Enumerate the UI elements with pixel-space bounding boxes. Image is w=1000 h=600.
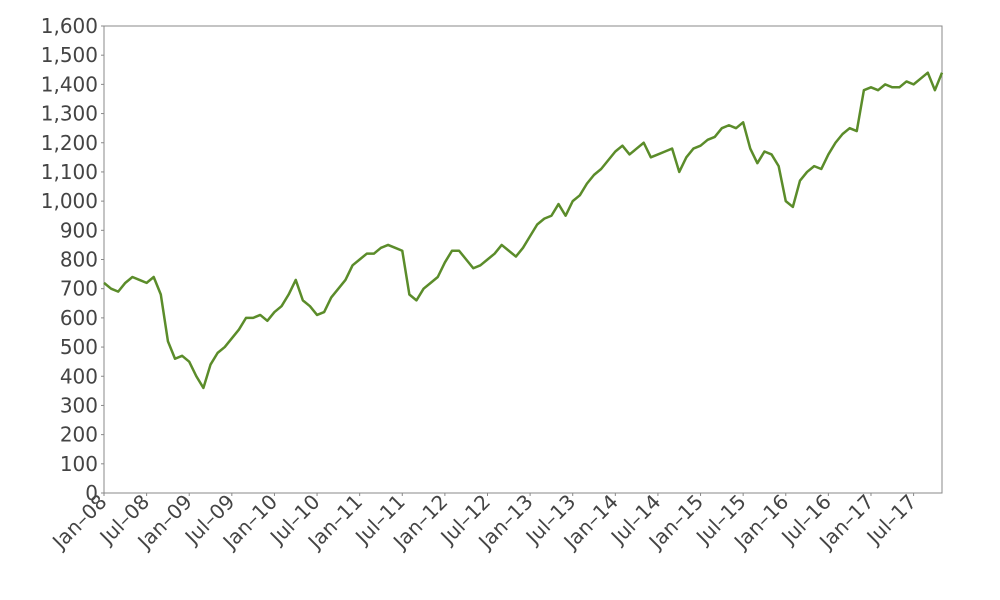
data-line [103,71,944,390]
y-tick-label: 600 [60,306,98,330]
y-tick-label: 1,500 [41,43,98,67]
y-tick-label: 900 [60,218,98,242]
y-tick-label: 500 [60,335,98,359]
y-tick-label: 0 [85,481,98,505]
y-tick-label: 1,300 [41,102,98,126]
y-tick-label: 1,400 [41,72,98,96]
y-tick-label: 400 [60,364,98,388]
y-tick-label: 1,600 [41,14,98,38]
y-tick-label: 700 [60,277,98,301]
y-tick-label: 100 [60,452,98,476]
y-tick-label: 800 [60,248,98,272]
plot-frame [103,25,943,494]
y-tick-label: 1,000 [41,189,98,213]
y-tick-label: 300 [60,393,98,417]
y-tick-label: 1,200 [41,131,98,155]
y-tick-label: 200 [60,423,98,447]
y-tick-label: 1,100 [41,160,98,184]
x-tick-label: Jan–08 [46,490,111,555]
